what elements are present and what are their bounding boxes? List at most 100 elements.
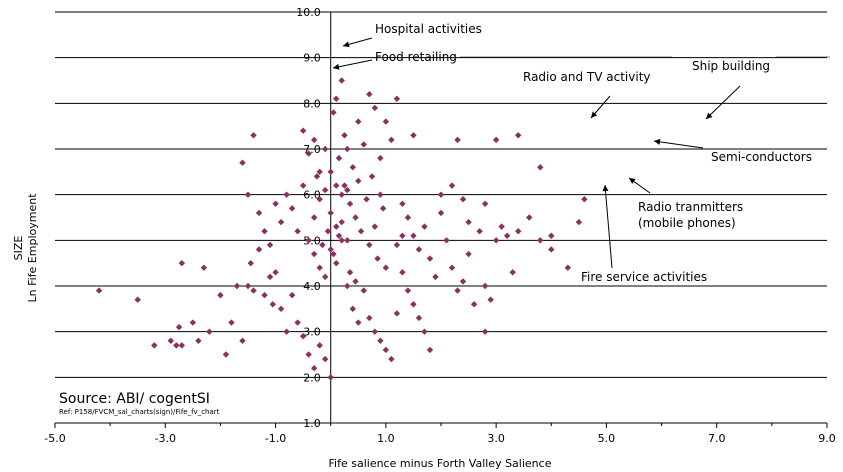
data-point <box>432 273 439 281</box>
data-point <box>233 282 241 290</box>
annotation-label: Food retailing <box>375 50 457 64</box>
annotation-arrow <box>332 59 373 69</box>
data-point <box>200 264 208 271</box>
data-point <box>305 237 312 244</box>
data-point <box>346 200 354 207</box>
data-point <box>374 255 381 262</box>
data-point <box>283 328 290 335</box>
annotation-label: Radio and TV activity <box>523 70 651 84</box>
data-point <box>526 214 533 221</box>
data-point <box>382 118 390 125</box>
data-point <box>421 328 428 335</box>
data-point <box>338 77 345 84</box>
data-point <box>360 141 367 148</box>
annotation-label: Hospital activities <box>375 22 482 36</box>
y-tick-label: 5.0 <box>303 234 321 247</box>
data-point <box>294 228 301 235</box>
data-point <box>393 241 401 249</box>
data-point <box>515 228 522 235</box>
annotation-arrow <box>705 85 741 120</box>
data-point <box>327 168 334 176</box>
data-point <box>344 186 351 194</box>
data-point <box>352 214 359 221</box>
x-tick-label: -3.0 <box>155 432 176 445</box>
data-point <box>355 177 362 185</box>
annotation-label: Ship building <box>692 59 770 73</box>
data-point <box>564 264 572 271</box>
data-point <box>305 150 312 157</box>
data-point <box>437 191 445 198</box>
data-point <box>344 145 351 153</box>
data-point <box>151 342 158 349</box>
data-point <box>410 132 417 139</box>
data-point <box>333 182 340 189</box>
data-point <box>393 95 401 102</box>
data-point <box>335 154 343 162</box>
data-point <box>310 214 318 221</box>
data-point <box>250 132 257 139</box>
data-point <box>175 323 183 331</box>
data-point <box>319 241 326 249</box>
data-point <box>344 282 351 290</box>
data-point <box>481 200 489 207</box>
data-point <box>173 342 180 349</box>
y-tick-label: 8.0 <box>303 97 321 110</box>
data-point <box>399 269 406 276</box>
data-point <box>492 136 500 144</box>
axes <box>54 12 828 428</box>
data-point <box>355 319 362 326</box>
data-point <box>338 237 345 244</box>
y-tick-label: 9.0 <box>303 52 321 65</box>
data-point <box>481 328 489 335</box>
data-point <box>327 209 334 217</box>
data-point <box>330 109 337 116</box>
annotation-arrowhead <box>602 185 609 192</box>
y-tick-label: 10.0 <box>296 6 321 19</box>
data-point <box>247 259 254 267</box>
data-point <box>371 223 379 230</box>
data-point <box>341 132 348 139</box>
data-point <box>410 232 417 239</box>
data-point <box>261 291 268 299</box>
data-point <box>239 159 246 166</box>
data-point <box>222 351 230 358</box>
data-point <box>415 314 423 322</box>
data-point <box>341 182 348 189</box>
data-point <box>382 264 390 271</box>
x-tick-label: 5.0 <box>598 432 616 445</box>
data-point <box>195 337 202 344</box>
data-point <box>333 95 340 102</box>
y-tick-label: 6.0 <box>303 189 321 202</box>
y-tick-label: 4.0 <box>303 280 321 293</box>
annotation-arrowhead <box>333 63 340 70</box>
source-label: Source: ABI/ cogentSI <box>59 391 210 407</box>
data-point <box>459 196 467 203</box>
y-axis-title: SIZE Ln Fife Employment <box>12 193 39 303</box>
data-point <box>349 164 356 171</box>
data-point <box>228 319 235 326</box>
data-point <box>357 228 365 235</box>
data-point <box>277 218 285 226</box>
data-point <box>255 209 263 217</box>
annotation-label: Semi-conductors <box>711 150 812 164</box>
data-point <box>338 218 345 226</box>
data-point <box>316 196 323 203</box>
data-point <box>470 301 478 308</box>
x-tick-label: -5.0 <box>44 432 65 445</box>
data-point <box>443 237 450 244</box>
y-tick-label: 3.0 <box>303 326 321 339</box>
data-point <box>346 269 354 276</box>
data-point <box>382 346 390 354</box>
x-tick-labels: -5.0 -3.0 -1.0 1.0 3.0 5.0 7.0 9.0 <box>44 432 835 445</box>
data-point <box>498 223 505 230</box>
annotation-arrowhead <box>591 111 598 118</box>
data-point <box>310 250 318 258</box>
data-point <box>299 182 307 189</box>
x-tick-label: 1.0 <box>377 432 395 445</box>
data-point <box>366 314 373 322</box>
data-point <box>294 319 301 326</box>
data-point <box>399 232 406 239</box>
data-point <box>487 296 494 303</box>
data-point <box>377 337 384 344</box>
annotation-arrowhead <box>629 178 636 184</box>
